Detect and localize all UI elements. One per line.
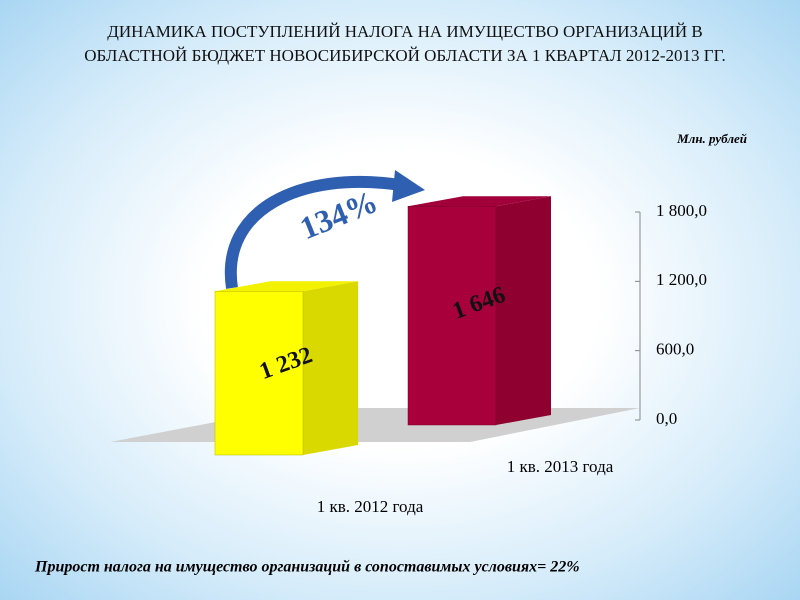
y-tick-label: 1 200,0 (656, 270, 707, 289)
y-tick-label: 1 800,0 (656, 201, 707, 220)
x-tick-label: 1 кв. 2013 года (507, 457, 614, 476)
floor (110, 408, 640, 442)
unit-label: Млн. рублей (676, 131, 747, 146)
bar (407, 206, 497, 426)
chart-title: ДИНАМИКА ПОСТУПЛЕНИЙ НАЛОГА НА ИМУЩЕСТВО… (84, 22, 726, 65)
y-tick-label: 0,0 (656, 409, 677, 428)
bar (214, 291, 304, 456)
bar-top (408, 196, 551, 207)
footnote: Прирост налога на имущество организаций … (34, 559, 580, 576)
bar-side (496, 196, 551, 425)
growth-arrow (224, 175, 401, 289)
bar-top (215, 281, 358, 292)
x-tick-label: 1 кв. 2012 года (317, 497, 424, 516)
y-tick-label: 600,0 (656, 340, 694, 359)
arrow-head (392, 170, 425, 202)
bar-side (303, 281, 358, 455)
